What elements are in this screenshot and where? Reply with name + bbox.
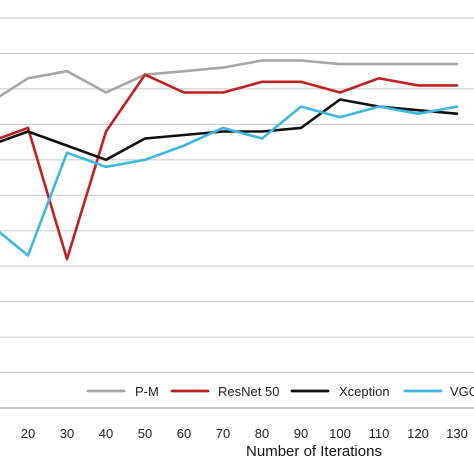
x-tick-label: 70 [216, 426, 230, 441]
x-tick-label: 30 [60, 426, 74, 441]
x-tick-label: 40 [99, 426, 113, 441]
series-line-2 [0, 73, 459, 261]
x-tick-label: 110 [369, 426, 390, 441]
x-tick-label: 50 [138, 426, 152, 441]
x-tick-label: 20 [21, 426, 35, 441]
x-tick-label: 60 [177, 426, 191, 441]
series-line-1 [0, 59, 459, 98]
legend-label: VGG [450, 384, 474, 399]
legend: P-M ResNet 50 Xception VGG [86, 384, 474, 399]
legend-label: ResNet 50 [218, 384, 279, 399]
x-tick-label: 100 [329, 426, 351, 441]
legend-label: P-M [135, 384, 159, 399]
gridlines [0, 17, 474, 409]
x-tick-label: 120 [407, 426, 429, 441]
x-axis-ticks: 20 30 40 50 60 70 80 90 100 110 120 130 [21, 426, 468, 441]
x-tick-label: 130 [446, 426, 468, 441]
legend-label: Xception [339, 384, 390, 399]
x-tick-label: 80 [255, 426, 269, 441]
x-axis-title: Number of Iterations [246, 443, 382, 460]
series-line-4 [0, 105, 459, 257]
x-tick-label: 90 [294, 426, 308, 441]
series-lines [0, 59, 459, 261]
